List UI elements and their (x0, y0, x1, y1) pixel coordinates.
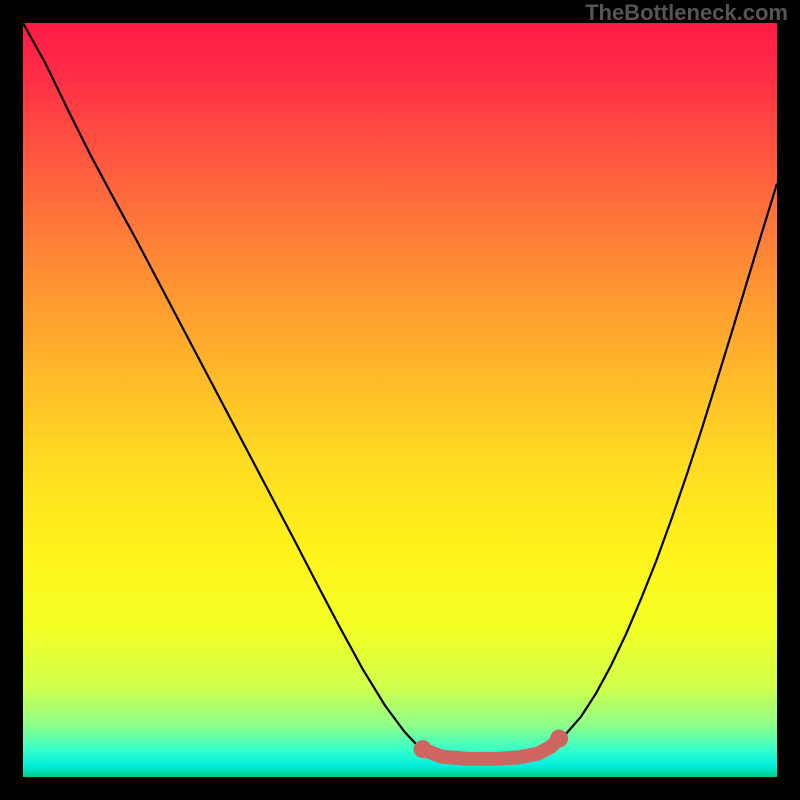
chart-svg (23, 23, 777, 777)
optimal-range-end-dot (550, 730, 568, 748)
watermark-text: TheBottleneck.com (585, 0, 788, 26)
optimal-range-marker (423, 739, 559, 759)
optimal-range-start-dot (414, 740, 432, 758)
plot-area (23, 23, 777, 777)
chart-stage: TheBottleneck.com (0, 0, 800, 800)
bottleneck-curve (23, 23, 777, 758)
